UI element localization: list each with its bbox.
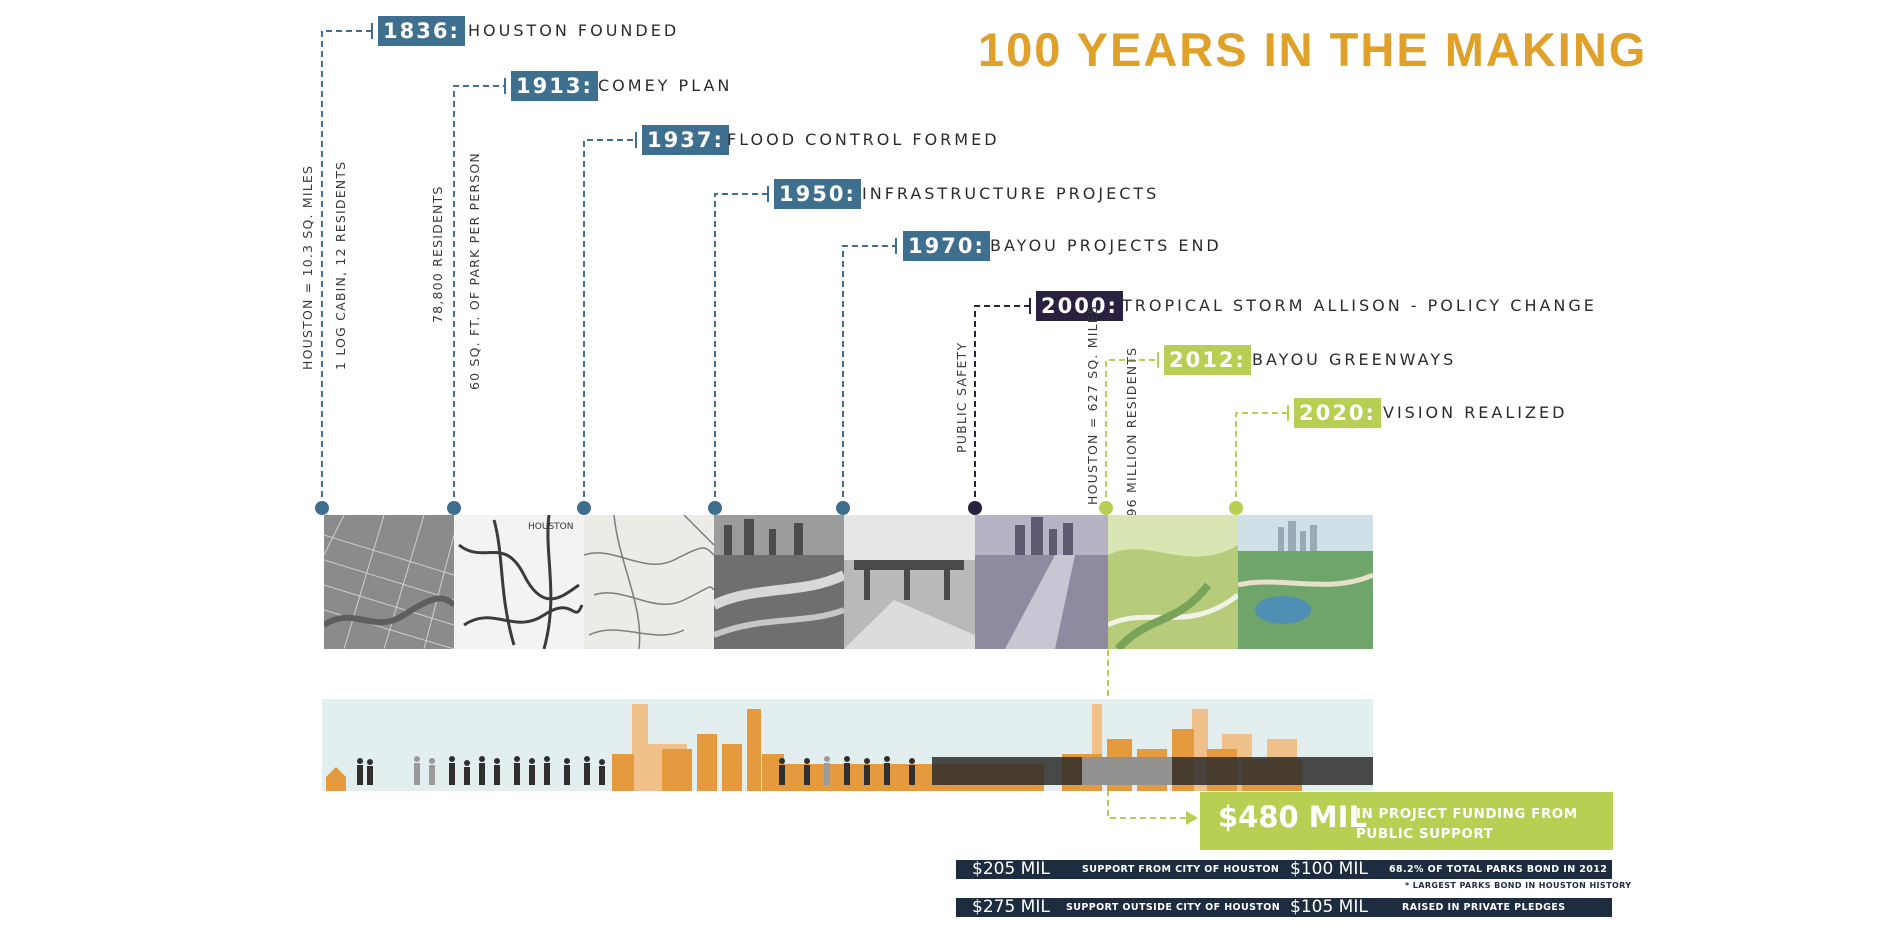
event-1950: INFRASTRUCTURE PROJECTS [862, 184, 1160, 203]
connector-1836 [321, 30, 372, 507]
funding-total-amount: $480 MIL [1218, 800, 1367, 834]
dot-1970 [836, 501, 850, 515]
note-1836-residents: 1 LOG CABIN, 12 RESIDENTS [333, 160, 348, 370]
dot-1950 [708, 501, 722, 515]
photo-2012-greenway-render [1108, 515, 1238, 649]
population-skyline-illustration [326, 704, 1373, 791]
funding-total-box [1200, 792, 1613, 850]
event-1913: COMEY PLAN [598, 76, 733, 95]
page-title: 100 YEARS IN THE MAKING [978, 23, 1648, 76]
connector-1913 [453, 85, 505, 507]
photo-1913-comey-map: HOUSTON [454, 515, 584, 649]
connector-1950 [714, 193, 768, 507]
note-1836-area: HOUSTON = 10.3 SQ. MILES [300, 164, 315, 370]
event-1970: BAYOU PROJECTS END [990, 236, 1222, 255]
photo-1836-aerial [324, 515, 454, 649]
funding-total-label: IN PROJECT FUNDING FROM PUBLIC SUPPORT [1356, 806, 1578, 842]
note-2012-area: HOUSTON = 627 SQ. MILES [1085, 305, 1100, 505]
funding-row-1: $205 MIL SUPPORT FROM CITY OF HOUSTON $1… [956, 860, 1612, 879]
funding-footnote: * LARGEST PARKS BOND IN HOUSTON HISTORY [1405, 881, 1632, 890]
funding-city-label: SUPPORT FROM CITY OF HOUSTON [1082, 864, 1280, 875]
connector-1970 [842, 245, 896, 507]
dot-1836 [315, 501, 329, 515]
event-2012: BAYOU GREENWAYS [1252, 350, 1457, 369]
photo-2020-vision-realized [1238, 515, 1373, 649]
svg-text:HOUSTON: HOUSTON [528, 522, 573, 532]
note-1913-park: 60 SQ. FT. OF PARK PER PERSON [467, 152, 482, 390]
year-2000: 2000: [1036, 291, 1123, 321]
dot-2012 [1099, 501, 1113, 515]
event-1836: HOUSTON FOUNDED [468, 21, 680, 40]
connector-2020 [1235, 412, 1288, 507]
funding-pledges-amount: $105 MIL [1290, 897, 1368, 917]
funding-row-2: $275 MIL SUPPORT OUTSIDE CITY OF HOUSTON… [956, 898, 1612, 917]
year-1970: 1970: [903, 231, 990, 261]
note-2000-safety: PUBLIC SAFETY [954, 341, 969, 453]
year-1950: 1950: [774, 179, 861, 209]
funding-city-amount: $205 MIL [972, 859, 1050, 879]
connector-2000 [974, 305, 1030, 507]
connector-2012 [1105, 359, 1158, 507]
event-2020: VISION REALIZED [1383, 403, 1568, 422]
dot-2020 [1229, 501, 1243, 515]
photo-2000-flooded-freeway [975, 515, 1108, 649]
photo-1970-concrete-bayou [844, 515, 975, 649]
dot-1913 [447, 501, 461, 515]
funding-pledges-label: RAISED IN PRIVATE PLEDGES [1402, 902, 1566, 913]
funding-outside-label: SUPPORT OUTSIDE CITY OF HOUSTON [1066, 902, 1281, 913]
connector-1937 [583, 139, 636, 507]
event-2000: TROPICAL STORM ALLISON - POLICY CHANGE [1122, 296, 1597, 315]
dot-2000 [968, 501, 982, 515]
event-1937: FLOOD CONTROL FORMED [727, 130, 1000, 149]
year-2020: 2020: [1294, 398, 1381, 428]
note-1913-residents: 78,800 RESIDENTS [430, 185, 445, 323]
photo-1937-flood-map [584, 515, 714, 649]
funding-bond-label: 68.2% OF TOTAL PARKS BOND IN 2012 [1389, 864, 1608, 875]
note-2012-residents: 2.196 MILLION RESIDENTS [1124, 346, 1139, 540]
photo-1950-freeway [714, 515, 844, 649]
funding-bond-amount: $100 MIL [1290, 859, 1368, 879]
funding-outside-amount: $275 MIL [972, 897, 1050, 917]
year-1836: 1836: [378, 16, 465, 46]
year-1913: 1913: [511, 71, 598, 101]
year-2012: 2012: [1164, 345, 1251, 375]
year-1937: 1937: [642, 125, 729, 155]
dot-1937 [577, 501, 591, 515]
